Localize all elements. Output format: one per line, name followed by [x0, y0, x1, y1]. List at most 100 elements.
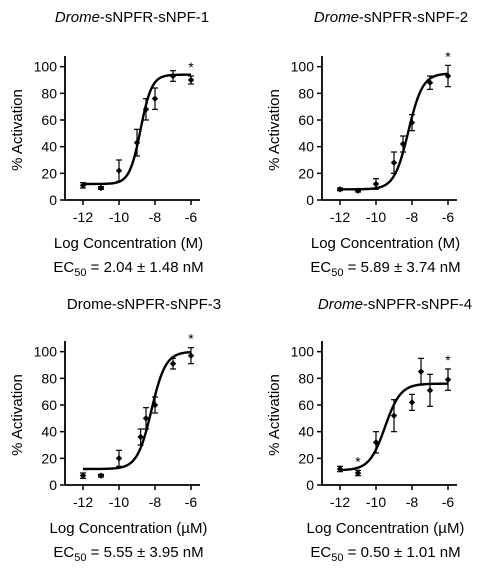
- x-tick-label: -10: [109, 494, 129, 510]
- data-point: [133, 139, 141, 146]
- y-tick-label: 100: [291, 344, 315, 360]
- y-tick-label: 20: [298, 165, 314, 181]
- x-tick-label: -10: [109, 209, 129, 225]
- x-tick-label: -8: [149, 494, 162, 510]
- y-tick-label: 100: [34, 344, 58, 360]
- y-axis-label: % Activation: [266, 374, 283, 456]
- y-tick-label: 0: [306, 477, 314, 493]
- y-tick-label: 20: [298, 450, 314, 466]
- data-point: [372, 180, 380, 188]
- data-point: [390, 412, 398, 419]
- data-point: [336, 186, 344, 193]
- significance-star: *: [355, 453, 361, 469]
- dose-response-panel-1: Drome-sNPFR-sNPF-1 0 20 40 60 80 100 -12 -10 -8 -6…: [9, 9, 209, 279]
- ec50-number: = 0.50 ± 1.01 nM: [344, 544, 461, 561]
- y-tick-label: 0: [306, 192, 314, 208]
- data-point: [142, 106, 150, 113]
- data-point: [79, 472, 87, 479]
- x-axis-label: Log Concentration (µM): [307, 520, 465, 537]
- panel-title-italic: Drome: [318, 296, 363, 313]
- y-tick-label: 0: [49, 192, 57, 208]
- data-point: [97, 472, 105, 479]
- x-tick-label: -12: [330, 494, 350, 510]
- x-axis-label: Log Concentration (M): [54, 235, 203, 252]
- data-point: [336, 465, 344, 473]
- data-point: [426, 79, 434, 86]
- x-axis-label: Log Concentration (µM): [50, 520, 208, 537]
- y-tick-label: 80: [41, 370, 57, 386]
- x-tick-label: -6: [185, 209, 198, 225]
- y-tick-label: 40: [298, 424, 314, 440]
- panel-title-rest: -sNPFR-sNPF-1: [100, 9, 209, 26]
- y-tick-label: 0: [49, 477, 57, 493]
- data-point: [417, 368, 425, 375]
- y-axis-label: % Activation: [266, 89, 283, 171]
- data-point: [151, 95, 159, 102]
- y-tick-label: 60: [41, 397, 57, 413]
- ec50-value: EC50 = 2.04 ± 1.48 nM: [53, 259, 203, 279]
- data-point: [390, 159, 398, 166]
- data-point: [426, 387, 434, 394]
- x-tick-label: -8: [406, 209, 419, 225]
- data-point: [115, 167, 123, 174]
- significance-star: *: [188, 331, 194, 347]
- x-tick-label: -8: [406, 494, 419, 510]
- dose-response-panel-2: Drome-sNPFR-sNPF-2 0 20 40 60 80 100 -12 -10 -8 -6…: [266, 9, 468, 279]
- significance-star: *: [445, 48, 451, 64]
- ec50-subscript: 50: [331, 267, 343, 279]
- data-point: [137, 433, 144, 441]
- y-tick-label: 40: [41, 139, 57, 155]
- panel-title-italic: Drome: [55, 9, 100, 26]
- x-tick-label: -6: [442, 209, 455, 225]
- ec50-number: = 5.55 ± 3.95 nM: [87, 544, 204, 561]
- y-tick-label: 100: [34, 59, 58, 75]
- x-tick-label: -10: [366, 494, 386, 510]
- ec50-subscript: 50: [74, 267, 86, 279]
- data-point: [169, 360, 177, 367]
- data-point: [408, 119, 416, 126]
- panel-title-rest: Drome-sNPFR-sNPF-3: [67, 296, 221, 313]
- data-point: [115, 455, 123, 462]
- x-tick-label: -6: [185, 494, 198, 510]
- y-tick-label: 80: [298, 85, 314, 101]
- y-tick-label: 20: [41, 165, 57, 181]
- data-point: [151, 401, 159, 409]
- significance-star: *: [445, 352, 451, 368]
- x-tick-label: -10: [366, 209, 386, 225]
- data-point: [354, 469, 362, 477]
- ec50-number: = 2.04 ± 1.48 nM: [87, 259, 204, 276]
- y-tick-label: 80: [298, 370, 314, 386]
- ec50-subscript: 50: [331, 552, 343, 564]
- data-point: [372, 439, 380, 446]
- ec50-prefix: EC: [310, 259, 331, 276]
- ec50-prefix: EC: [53, 544, 74, 561]
- significance-star: *: [188, 59, 194, 75]
- ec50-value: EC50 = 5.89 ± 3.74 nM: [310, 259, 460, 279]
- data-point: [97, 184, 105, 192]
- data-point: [354, 187, 362, 194]
- panel-title-rest: -sNPFR-sNPF-4: [363, 296, 472, 313]
- ec50-prefix: EC: [310, 544, 331, 561]
- ec50-number: = 5.89 ± 3.74 nM: [344, 259, 461, 276]
- data-point: [142, 415, 150, 422]
- panel-title: Drome-sNPFR-sNPF-3: [67, 296, 221, 313]
- y-tick-label: 60: [41, 112, 57, 128]
- panel-title: Drome-sNPFR-sNPF-4: [318, 296, 472, 313]
- y-tick-label: 80: [41, 85, 57, 101]
- data-point: [399, 140, 407, 148]
- panel-title: Drome-sNPFR-sNPF-2: [314, 9, 468, 26]
- ec50-value: EC50 = 5.55 ± 3.95 nM: [53, 544, 203, 564]
- data-point: [187, 76, 195, 84]
- panel-title-italic: Drome: [314, 9, 359, 26]
- fit-curve: [83, 350, 192, 471]
- data-point: [169, 72, 177, 80]
- y-tick-label: 60: [298, 112, 314, 128]
- ec50-value: EC50 = 0.50 ± 1.01 nM: [310, 544, 460, 564]
- y-tick-label: 40: [41, 424, 57, 440]
- y-tick-label: 100: [291, 59, 315, 75]
- panel-title: Drome-sNPFR-sNPF-1: [55, 9, 209, 26]
- panel-title-rest: -sNPFR-sNPF-2: [359, 9, 468, 26]
- x-tick-label: -6: [442, 494, 455, 510]
- y-axis-label: % Activation: [9, 374, 26, 456]
